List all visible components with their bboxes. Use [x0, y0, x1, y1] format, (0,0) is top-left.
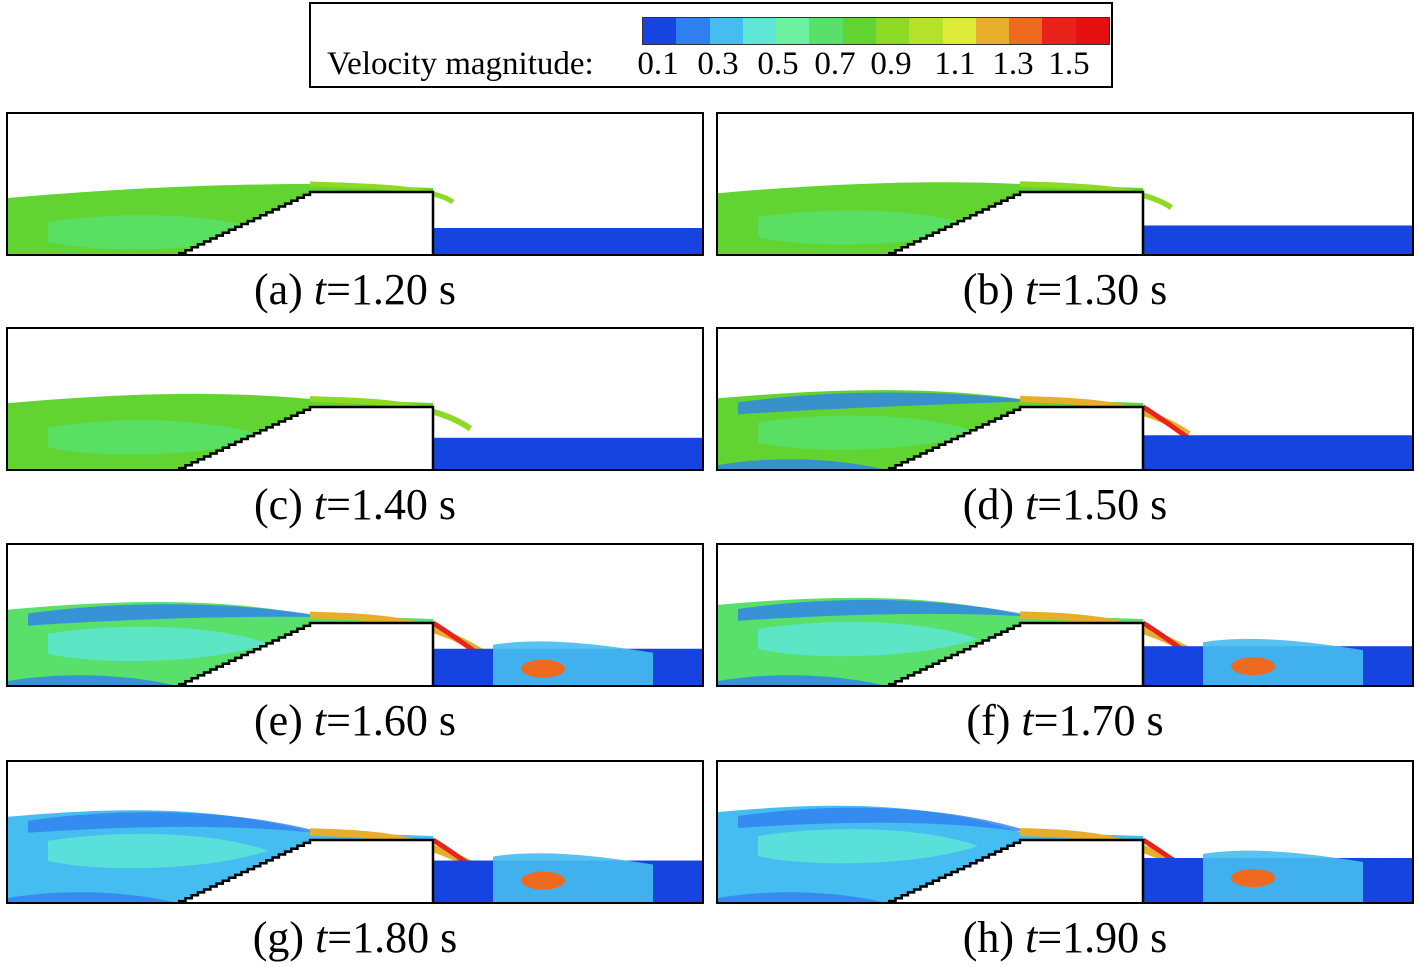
legend-swatch — [809, 18, 843, 44]
flow-patch — [718, 459, 883, 469]
legend-swatch — [1042, 18, 1076, 44]
weir-structure — [887, 190, 1145, 254]
legend-swatch — [1075, 18, 1109, 44]
caption-d: (d) t=1.50 s — [962, 480, 1168, 529]
legend-swatch — [709, 18, 743, 44]
legend-tick: 1.1 — [934, 46, 976, 82]
caption-c: (c) t=1.40 s — [253, 480, 456, 529]
panel-a — [6, 112, 704, 256]
legend-tick: 0.5 — [757, 46, 799, 82]
flow-patch — [718, 675, 883, 685]
mixing-zone — [1203, 850, 1363, 902]
overflow-jet — [309, 181, 455, 205]
panel-d — [716, 327, 1414, 471]
weir-structure — [177, 621, 435, 685]
velocity-legend: Velocity magnitude: 0.1 0.3 0.5 0.7 0.9 … — [309, 2, 1113, 88]
legend-tick: 0.1 — [637, 46, 679, 82]
legend-swatch — [875, 18, 910, 44]
mixing-zone — [1203, 638, 1363, 685]
tailwater — [433, 437, 702, 469]
panel-b — [716, 112, 1414, 256]
caption-b: (b) t=1.30 s — [962, 265, 1168, 314]
legend-swatch — [1009, 18, 1043, 44]
panel-g — [6, 760, 704, 904]
legend-title: Velocity magnitude: — [327, 46, 594, 82]
legend-swatch — [842, 18, 876, 44]
tailwater — [1143, 225, 1412, 254]
impact-zone — [521, 871, 565, 890]
legend-tick: 1.5 — [1048, 46, 1090, 82]
flow-patch — [48, 420, 268, 455]
legend-swatch — [909, 18, 943, 44]
flow-patch — [8, 675, 173, 685]
weir-structure — [887, 621, 1145, 685]
flow-patch — [8, 892, 173, 902]
tailwater — [433, 228, 702, 254]
flow-patch — [28, 604, 328, 626]
legend-swatch — [975, 18, 1010, 44]
flow-patch — [758, 622, 978, 657]
caption-a: (a) t=1.20 s — [253, 265, 456, 314]
caption-h: (h) t=1.90 s — [962, 913, 1168, 962]
flow-patch — [758, 210, 978, 245]
flow-patch — [738, 807, 1038, 834]
flow-patch — [758, 415, 978, 450]
weir-structure — [177, 190, 435, 254]
flow-field-e — [8, 602, 702, 685]
legend-tick: 0.3 — [697, 46, 739, 82]
flow-patch — [738, 392, 1038, 415]
flow-field-b — [718, 181, 1412, 254]
weir-structure — [177, 838, 435, 902]
flow-field-f — [718, 597, 1412, 685]
impact-zone — [1231, 869, 1275, 887]
flow-field-g — [8, 810, 702, 902]
panel-h — [716, 760, 1414, 904]
legend-swatch — [742, 18, 777, 44]
flow-patch — [738, 599, 1038, 621]
panel-f — [716, 543, 1414, 687]
weir-structure — [177, 405, 435, 469]
legend-swatch — [942, 18, 976, 44]
legend-color-bar — [642, 17, 1110, 45]
flow-patch — [28, 812, 328, 834]
caption-f: (f) t=1.70 s — [966, 696, 1164, 745]
panel-c — [6, 327, 704, 471]
flow-patch — [48, 626, 268, 662]
weir-structure — [887, 838, 1145, 902]
flow-patch — [48, 833, 268, 869]
flow-field-d — [718, 390, 1412, 469]
impact-zone — [1231, 657, 1275, 676]
mixing-zone — [493, 853, 653, 902]
flow-field-c — [8, 393, 702, 469]
legend-swatch — [676, 18, 710, 44]
legend-tick: 0.7 — [814, 46, 856, 82]
flow-field-a — [8, 181, 702, 254]
overflow-jet — [309, 396, 473, 432]
mixing-zone — [493, 641, 653, 685]
legend-swatch — [643, 18, 677, 44]
weir-structure — [887, 405, 1145, 469]
flow-field-h — [718, 805, 1412, 902]
tailwater — [1143, 435, 1412, 469]
flow-patch — [758, 829, 978, 864]
legend-swatch — [776, 18, 810, 44]
caption-g: (g) t=1.80 s — [252, 913, 458, 962]
overflow-jet — [1019, 181, 1173, 210]
caption-e: (e) t=1.60 s — [253, 696, 456, 745]
flow-patch — [718, 892, 883, 902]
legend-tick: 1.3 — [992, 46, 1034, 82]
panel-e — [6, 543, 704, 687]
impact-zone — [521, 659, 565, 678]
legend-tick: 0.9 — [870, 46, 912, 82]
